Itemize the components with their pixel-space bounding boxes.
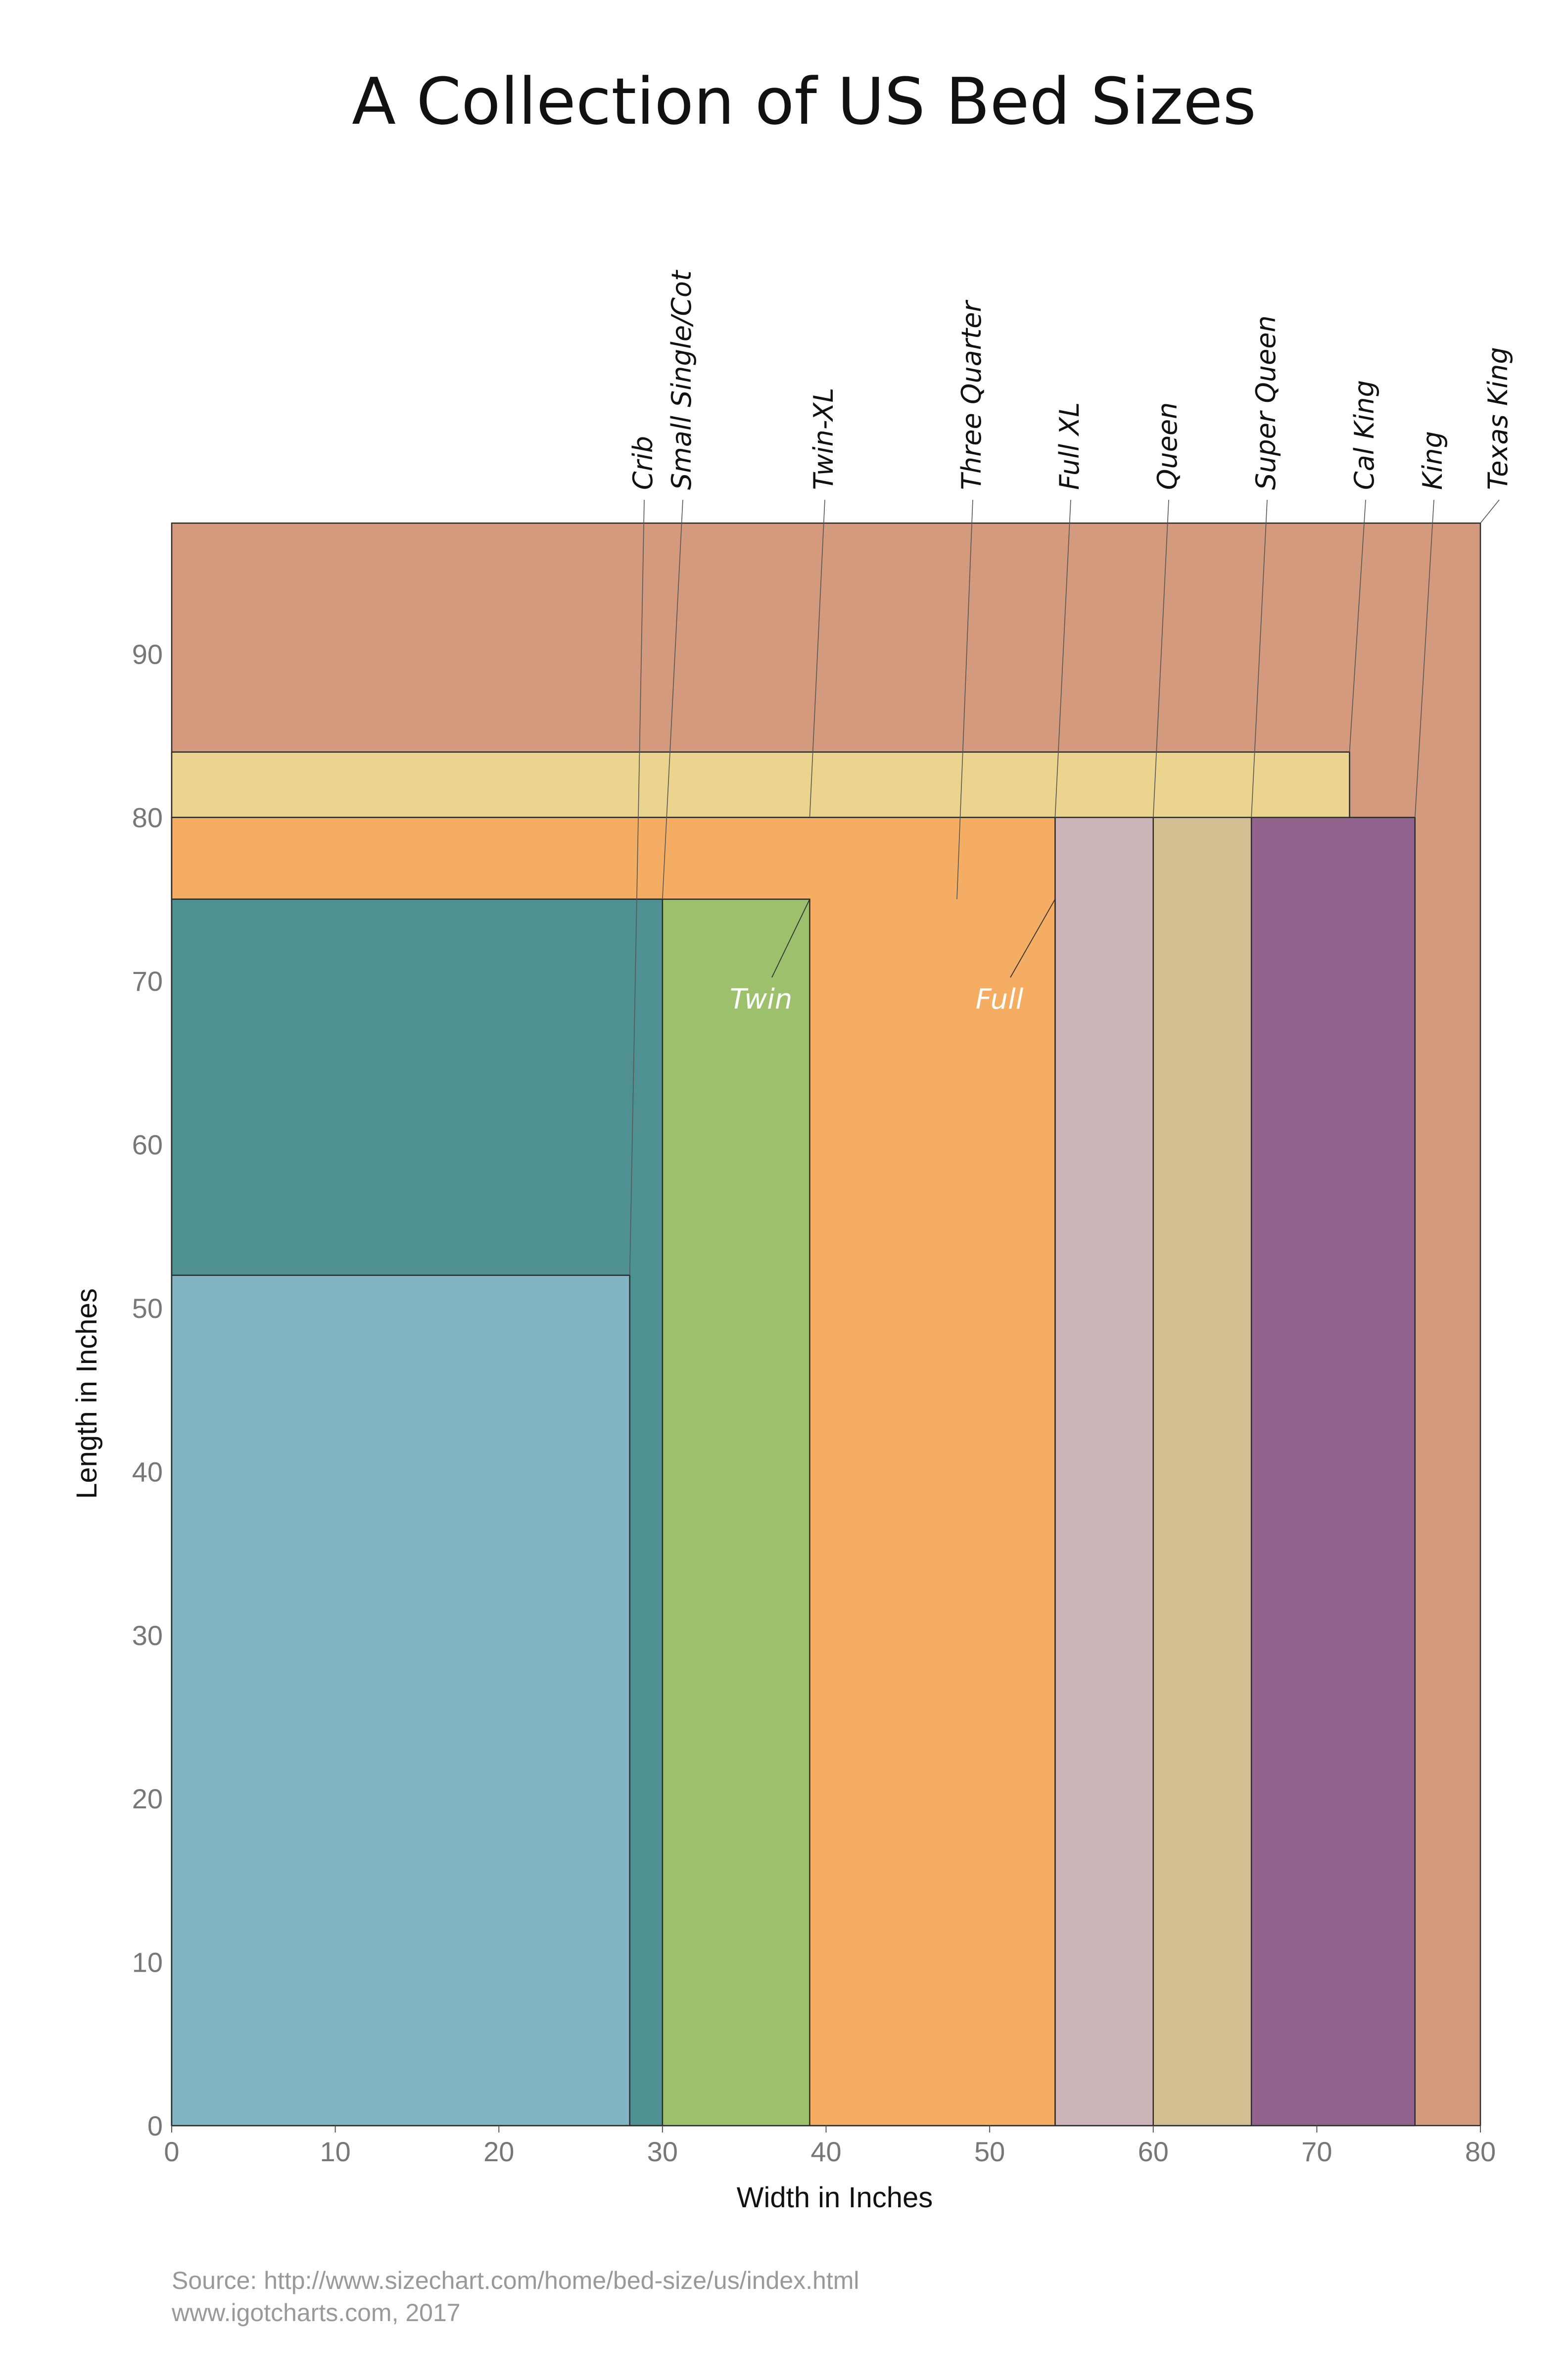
bed-rectangles [171, 522, 1481, 2127]
bed-label-king: King [1417, 431, 1448, 490]
bed-label-queen: Queen [1152, 402, 1183, 490]
x-tick-label: 70 [1301, 2136, 1332, 2167]
bed-label-cal-king: Cal King [1349, 380, 1380, 490]
source-line-1: Source: http://www.sizechart.com/home/be… [172, 2267, 859, 2294]
leader-line-cal-king [1349, 499, 1366, 752]
axes: 0 10 20 30 40 50 60 70 80 0 10 20 30 40 50 60 70 80 90 [132, 638, 1496, 2167]
bed-label-small-single-cot: Small Single/Cot [666, 270, 697, 490]
bed-label-crib: Crib [627, 436, 659, 490]
y-tick-label: 30 [132, 1620, 163, 1651]
y-axis-title: Length in Inches [71, 1288, 103, 1499]
leader-line-three-quarter [956, 499, 973, 899]
leader-line-crib [629, 499, 645, 1275]
x-tick-label: 80 [1465, 2136, 1496, 2167]
leader-line-queen [1152, 499, 1169, 818]
x-tick-label: 0 [164, 2136, 179, 2167]
inside-leader-twin [771, 899, 810, 978]
x-tick-label: 20 [483, 2136, 514, 2167]
leader-line-full-xl [1054, 499, 1071, 818]
y-tick-label: 0 [147, 2110, 163, 2141]
inside-leader-full [1010, 899, 1056, 978]
x-tick-label: 40 [810, 2136, 841, 2167]
leader-line-twin-xl [809, 499, 825, 818]
x-tick-label: 10 [320, 2136, 350, 2167]
chart-title: A Collection of US Bed Sizes [352, 64, 1256, 139]
y-tick-label: 10 [132, 1947, 163, 1978]
bed-label-full-xl: Full XL [1054, 402, 1085, 490]
x-axis-title: Width in Inches [737, 2182, 933, 2214]
leader-line-small-single-cot [662, 499, 683, 899]
y-tick-label: 70 [132, 966, 163, 997]
bed-label-three-quarter: Three Quarter [956, 300, 987, 490]
source-line-2: www.igotcharts.com, 2017 [171, 2299, 461, 2327]
bed-labels: Crib Small Single/Cot Twin-XL Three Quarter… [627, 270, 1514, 1016]
leader-line-king [1414, 499, 1434, 818]
x-tick-label: 60 [1138, 2136, 1169, 2167]
inside-label-full: Full [976, 983, 1024, 1016]
bed-label-super-queen: Super Queen [1250, 315, 1282, 490]
y-tick-label: 40 [132, 1456, 163, 1487]
x-tick-label: 30 [647, 2136, 678, 2167]
bed-label-twin-xl: Twin-XL [808, 388, 839, 490]
x-tick-label: 50 [974, 2136, 1005, 2167]
y-tick-label: 90 [132, 638, 163, 670]
inside-label-twin: Twin [730, 983, 793, 1016]
y-tick-label: 60 [132, 1129, 163, 1161]
leader-line-texas-king [1480, 499, 1500, 524]
y-tick-label: 80 [132, 802, 163, 833]
bed-rect-crib [171, 1274, 630, 2127]
label-leader-lines [629, 499, 1500, 1275]
y-tick-label: 20 [132, 1783, 163, 1814]
leader-line-super-queen [1251, 499, 1268, 818]
y-tick-label: 50 [132, 1293, 163, 1324]
bed-label-texas-king: Texas King [1482, 347, 1514, 490]
